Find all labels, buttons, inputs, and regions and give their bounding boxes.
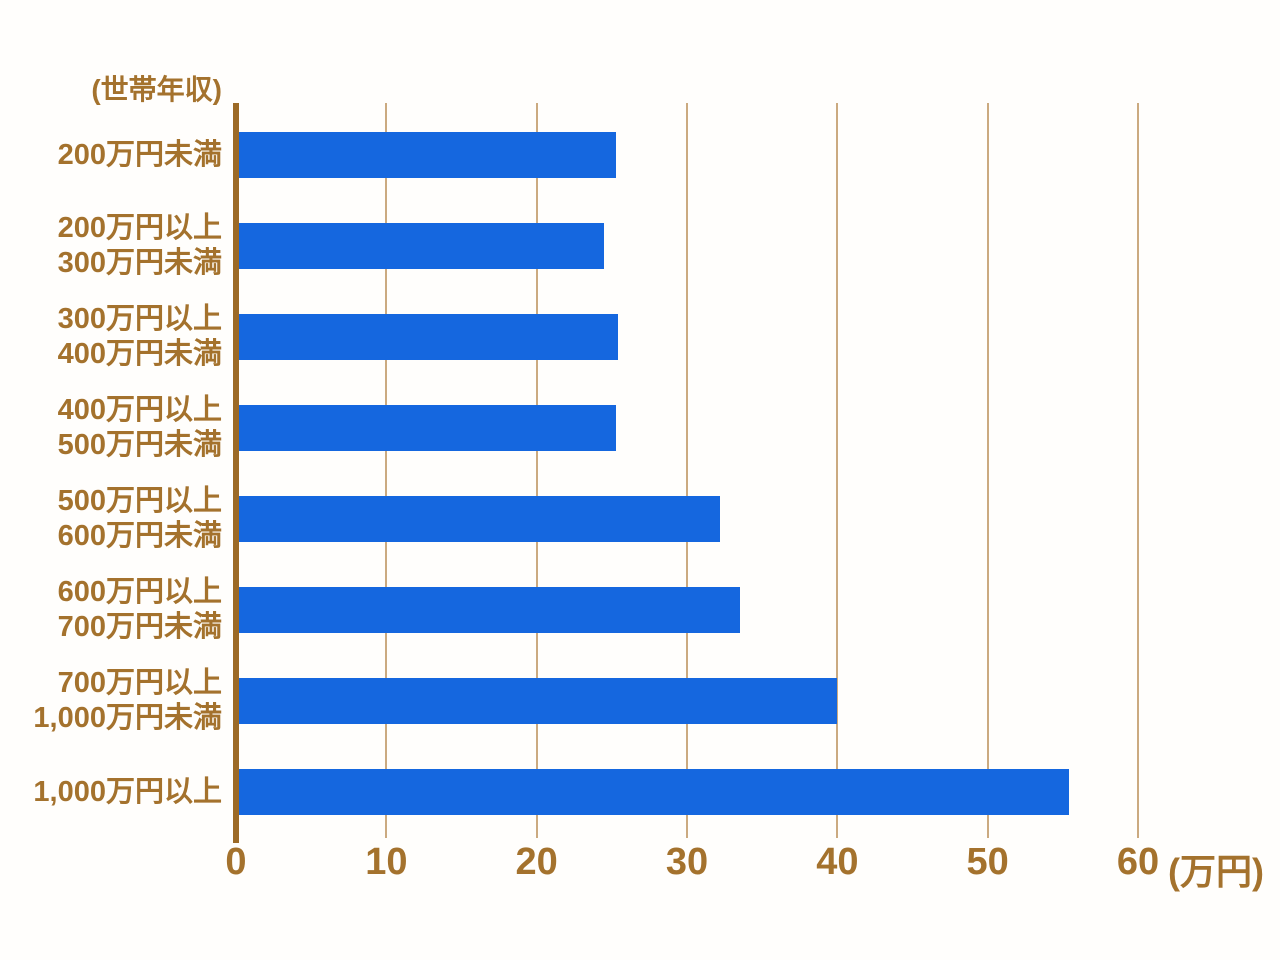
x-tick-label: 50 [966, 841, 1009, 883]
y-axis-line [233, 103, 239, 843]
x-tick-label: 0 [225, 841, 247, 883]
category-label: 200万円以上 300万円未満 [58, 211, 222, 281]
category-label-line: 200万円以上 [57, 212, 222, 244]
bar [239, 587, 740, 633]
category-label: 400万円以上 500万円未満 [58, 393, 222, 463]
gridline [685, 103, 688, 838]
gridline [385, 103, 388, 838]
bar [239, 132, 616, 178]
category-label-line: 400万円未満 [57, 338, 222, 370]
bar [239, 314, 618, 360]
category-label-line: 200万円未満 [57, 138, 222, 171]
x-tick-label: 60 [1116, 841, 1160, 883]
gridline [535, 103, 538, 838]
gridline [1136, 103, 1139, 838]
x-axis-unit-label: (万円) [1168, 851, 1264, 892]
category-label-line: 700万円以上 [57, 667, 222, 699]
bar [239, 496, 720, 542]
category-label-line: 600万円以上 [57, 576, 222, 608]
x-tick-label: 30 [665, 841, 709, 883]
bar [239, 769, 1069, 815]
category-label-line: 300万円未満 [57, 247, 222, 279]
category-label-line: 500万円以上 [57, 485, 222, 517]
category-label: 1,000万円以上 [33, 775, 222, 810]
category-label-line: 300万円以上 [57, 303, 222, 335]
category-label-line: 400万円以上 [57, 394, 222, 426]
category-label: 500万円以上 600万円未満 [58, 484, 222, 554]
y-axis-title: (世帯年収) [91, 74, 222, 105]
category-label-line: 1,000万円以上 [33, 775, 222, 808]
category-label: 700万円以上 1,000万円未満 [33, 666, 222, 736]
bar [239, 223, 604, 269]
x-tick-label: 40 [816, 841, 859, 883]
category-label: 300万円以上 400万円未満 [58, 302, 222, 372]
x-tick-label: 20 [515, 841, 558, 883]
category-label-line: 500万円未満 [57, 429, 222, 461]
gridline [986, 103, 989, 838]
category-label-line: 700万円未満 [57, 611, 222, 643]
category-label-line: 600万円未満 [57, 520, 222, 552]
category-label: 600万円以上 700万円未満 [58, 575, 222, 645]
bar [239, 405, 616, 451]
category-label: 200万円未満 [58, 138, 222, 173]
gridline [836, 103, 839, 838]
x-tick-label: 10 [365, 841, 408, 883]
category-label-line: 1,000万円未満 [33, 702, 222, 734]
bar [239, 678, 837, 724]
